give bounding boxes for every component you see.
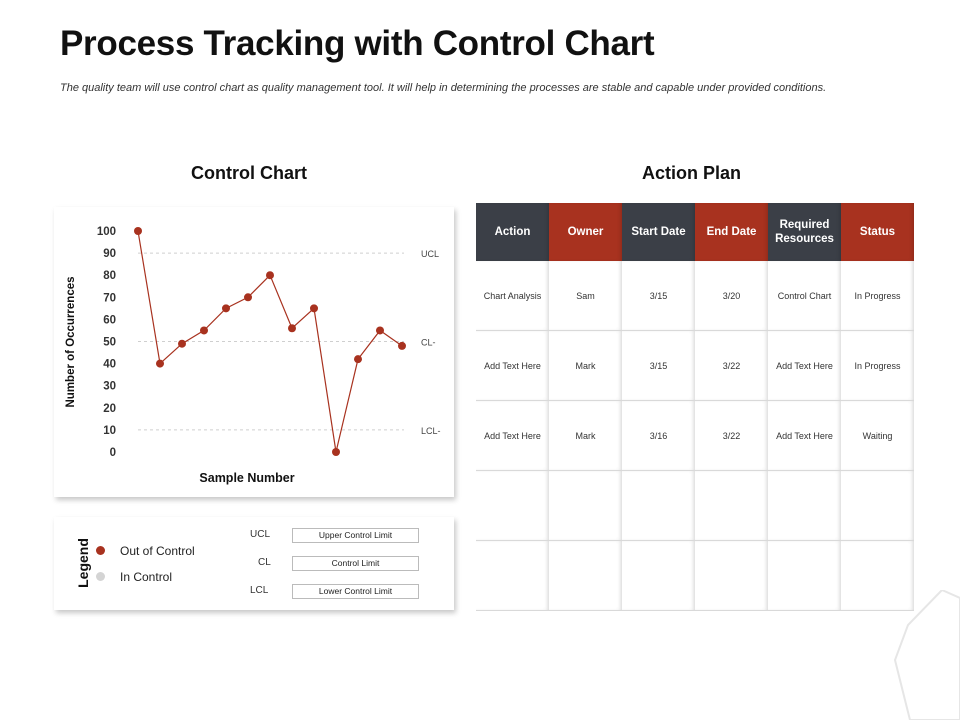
- cell-status: In Progress: [841, 261, 914, 331]
- cell-owner: [549, 470, 622, 541]
- cell-action: [476, 470, 549, 541]
- legend-panel: Legend Out of Control In Control UCL Upp…: [54, 517, 454, 610]
- cell-resources: [768, 470, 841, 541]
- data-point: [376, 326, 384, 335]
- y-tick-label: 50: [103, 337, 116, 349]
- table-row: Add Text Here Mark 3/16 3/22 Add Text He…: [476, 400, 914, 471]
- control-line-label: CL-: [421, 338, 436, 348]
- data-point: [134, 227, 142, 235]
- col-action: Action: [476, 203, 549, 261]
- cell-action: Add Text Here: [476, 400, 549, 471]
- cell-end-date: 3/22: [695, 400, 768, 471]
- cell-end-date: 3/22: [695, 330, 768, 401]
- cell-status: Waiting: [841, 400, 914, 471]
- table-row: Add Text Here Mark 3/15 3/22 Add Text He…: [476, 330, 914, 401]
- legend-ucl-box: Upper Control Limit: [292, 528, 419, 543]
- y-tick-label: 90: [103, 248, 116, 260]
- cell-action: [476, 540, 549, 611]
- cell-owner: [549, 540, 622, 611]
- cell-start-date: 3/15: [622, 261, 695, 331]
- y-tick-label: 40: [103, 359, 116, 371]
- y-tick-label: 60: [103, 314, 116, 326]
- table-header-row: Action Owner Start Date End Date Require…: [476, 203, 914, 261]
- table-row: Chart Analysis Sam 3/15 3/20 Control Cha…: [476, 261, 914, 331]
- control-line-label: UCL: [421, 249, 439, 259]
- action-plan-table: Action Owner Start Date End Date Require…: [476, 203, 914, 611]
- legend-cl-abbr: CL: [258, 557, 271, 568]
- col-required-resources: Required Resources: [768, 203, 841, 261]
- data-point: [222, 304, 230, 313]
- cell-action: Add Text Here: [476, 330, 549, 401]
- table-row: [476, 540, 914, 611]
- data-point: [156, 359, 164, 368]
- action-plan-heading: Action Plan: [642, 163, 742, 183]
- y-tick-label: 100: [97, 226, 116, 238]
- y-tick-label: 20: [103, 403, 116, 415]
- legend-lcl-box: Lower Control Limit: [292, 584, 419, 599]
- col-end-date: End Date: [695, 203, 768, 261]
- cell-owner: Sam: [549, 261, 622, 331]
- cell-end-date: 3/20: [695, 261, 768, 331]
- y-tick-label: 70: [103, 292, 116, 304]
- cell-start-date: 3/16: [622, 400, 695, 471]
- col-status: Status: [841, 203, 914, 261]
- cell-resources: Add Text Here: [768, 400, 841, 471]
- cell-start-date: 3/15: [622, 330, 695, 401]
- control-chart-heading: Control Chart: [191, 163, 307, 183]
- legend-lcl-abbr: LCL: [250, 585, 269, 596]
- cell-resources: Add Text Here: [768, 330, 841, 401]
- cell-resources: Control Chart: [768, 261, 841, 331]
- cell-status: [841, 470, 914, 541]
- data-point: [354, 355, 362, 364]
- legend-out-of-control: Out of Control: [120, 544, 195, 558]
- control-chart-panel: UCL CL- LCL- 0 10 20 30 40 50 60 70 80 90 100 Sample N…: [54, 207, 454, 497]
- col-start-date: Start Date: [622, 203, 695, 261]
- legend-title: Legend: [75, 538, 91, 588]
- control-line-label: LCL-: [421, 426, 441, 436]
- legend-ucl-abbr: UCL: [250, 529, 271, 540]
- cell-start-date: [622, 470, 695, 541]
- cell-start-date: [622, 540, 695, 611]
- data-point: [244, 293, 252, 302]
- data-point: [288, 324, 296, 333]
- cell-owner: Mark: [549, 400, 622, 471]
- decorative-hexagon: [893, 590, 960, 720]
- cell-status: [841, 540, 914, 611]
- cell-resources: [768, 540, 841, 611]
- data-point: [200, 326, 208, 335]
- cell-owner: Mark: [549, 330, 622, 401]
- y-tick-label: 0: [110, 447, 116, 459]
- data-point: [332, 448, 340, 456]
- data-point: [178, 339, 186, 348]
- y-tick-label: 80: [103, 270, 116, 282]
- x-axis-title: Sample Number: [199, 471, 294, 485]
- page-title: Process Tracking with Control Chart: [60, 24, 655, 63]
- out-of-control-marker-icon: [96, 546, 105, 555]
- legend-cl-box: Control Limit: [292, 556, 419, 571]
- table-row: [476, 470, 914, 541]
- cell-end-date: [695, 470, 768, 541]
- page-subtitle: The quality team will use control chart …: [60, 82, 827, 94]
- y-tick-label: 30: [103, 381, 116, 393]
- control-chart: UCL CL- LCL- 0 10 20 30 40 50 60 70 80 90 100 Sample N…: [65, 226, 441, 485]
- y-axis-title: Number of Occurrences: [65, 276, 77, 407]
- data-point: [398, 341, 406, 350]
- legend-in-control: In Control: [120, 570, 173, 584]
- cell-action: Chart Analysis: [476, 261, 549, 331]
- in-control-marker-icon: [96, 572, 105, 581]
- y-tick-label: 10: [103, 425, 116, 437]
- cell-status: In Progress: [841, 330, 914, 401]
- data-point: [266, 271, 274, 280]
- cell-end-date: [695, 540, 768, 611]
- col-owner: Owner: [549, 203, 622, 261]
- data-point: [310, 304, 318, 313]
